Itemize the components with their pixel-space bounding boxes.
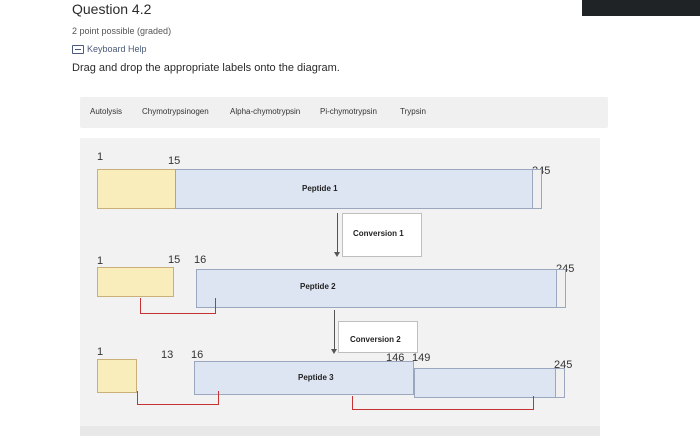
peptide1-label: Peptide 1	[302, 184, 338, 193]
conversion2-drop-zone[interactable]	[338, 321, 418, 353]
row2-cut-a-number: 15	[168, 254, 181, 266]
row2-start-number: 1	[97, 255, 104, 267]
conversion1-drop-zone[interactable]	[342, 213, 422, 257]
diagram-canvas: 1 15 245 Peptide 1 Conversion 1 1 15 16 …	[80, 138, 600, 436]
row3-bar-endcap	[555, 369, 564, 397]
row3-segment-16-146	[194, 361, 414, 395]
row3-disulfide-bond-a	[137, 391, 219, 405]
top-dark-bar	[582, 0, 700, 16]
row1-bar-endcap	[532, 170, 541, 208]
conversion1-arrow	[334, 213, 340, 257]
row2-bar-endcap	[556, 270, 565, 307]
row3-cut-a-number: 13	[161, 349, 174, 361]
row1-segment-1-15	[97, 169, 177, 209]
row2-disulfide-bond	[140, 298, 216, 314]
draggable-label-trypsin[interactable]: Trypsin	[398, 103, 428, 121]
draggable-label-pi-chymotrypsin[interactable]: Pi-chymotrypsin	[318, 103, 379, 121]
conversion2-arrow	[331, 310, 337, 354]
peptide2-label: Peptide 2	[300, 282, 336, 291]
row1-start-number: 1	[97, 151, 104, 163]
points-text: 2 point possible (graded)	[72, 26, 172, 36]
draggable-label-autolysis[interactable]: Autolysis	[88, 103, 125, 121]
row3-start-number: 1	[97, 346, 104, 358]
row1-cut-number: 15	[168, 155, 181, 167]
canvas-bottom-edge	[80, 426, 600, 436]
keyboard-help-link[interactable]: Keyboard Help	[72, 44, 147, 54]
row2-segment-1-15	[97, 267, 174, 297]
label-palette: Autolysis Chymotrypsinogen Alpha-chymotr…	[80, 97, 608, 128]
row3-cut-d-number: 149	[412, 352, 431, 364]
conversion1-label: Conversion 1	[353, 229, 404, 238]
conversion2-label: Conversion 2	[350, 335, 401, 344]
row3-cut-b-number: 16	[191, 349, 204, 361]
row1-peptide-bar	[175, 169, 542, 209]
question-title: Question 4.2	[72, 1, 152, 17]
row2-cut-b-number: 16	[194, 254, 207, 266]
row3-segment-1-13	[97, 359, 137, 393]
keyboard-help-label: Keyboard Help	[87, 44, 147, 54]
draggable-label-chymotrypsinogen[interactable]: Chymotrypsinogen	[140, 103, 211, 121]
row3-segment-149-245	[414, 368, 565, 398]
row2-peptide-bar	[196, 269, 566, 308]
peptide3-label: Peptide 3	[298, 373, 334, 382]
row3-disulfide-bond-b	[352, 396, 534, 410]
draggable-label-alpha-chymotrypsin[interactable]: Alpha-chymotrypsin	[228, 103, 303, 121]
keyboard-icon	[72, 44, 84, 54]
instruction-text: Drag and drop the appropriate labels ont…	[72, 62, 340, 74]
